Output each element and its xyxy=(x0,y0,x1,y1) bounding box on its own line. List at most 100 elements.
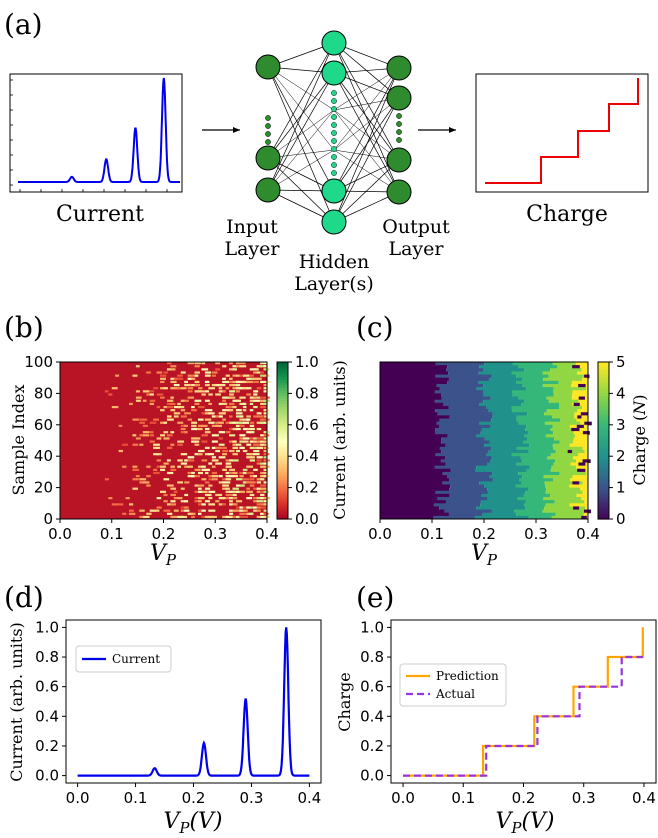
heatmap-c-cell xyxy=(571,380,588,385)
heatmap-b-cell xyxy=(180,500,185,503)
heatmap-b-cell xyxy=(139,434,145,437)
heatmap-b-cell xyxy=(194,437,201,440)
heatmap-b-cell xyxy=(256,421,264,424)
heatmap-b-cell xyxy=(215,421,221,424)
heatmap-b-cell xyxy=(184,506,189,509)
heatmap-b-cell xyxy=(149,402,155,406)
heatmap-b-cell xyxy=(215,393,221,396)
heatmap-c-cell xyxy=(380,440,442,445)
heatmap-c-cell xyxy=(489,475,523,479)
heatmap-c-cell xyxy=(476,387,527,391)
heatmap-b-cell xyxy=(253,500,258,503)
heatmap-b-cell xyxy=(249,427,255,431)
heatmap-c-cell xyxy=(441,396,491,401)
heatmap-b-cell xyxy=(142,399,147,402)
heatmap-b-cell xyxy=(246,443,252,446)
heatmap-c-cell xyxy=(580,487,588,492)
colorbar-c-segment xyxy=(598,430,609,434)
heatmap-b-cell xyxy=(249,456,255,459)
colorbar-c-segment xyxy=(598,385,609,389)
heatmap-b-cell xyxy=(232,387,239,390)
heatmap-b-cell xyxy=(263,456,268,459)
heatmap-c-cell xyxy=(528,515,552,520)
heatmap-b-cell xyxy=(208,453,215,456)
heatmap-b-cell xyxy=(249,409,254,412)
plot-d-ytick-label: 0.4 xyxy=(35,707,59,725)
heatmap-c-cell xyxy=(434,390,484,394)
heatmap-c-cell xyxy=(433,503,481,507)
heatmap-c-cell xyxy=(439,506,477,511)
heatmap-c-cell xyxy=(576,493,588,498)
heatmap-b-cell xyxy=(222,481,227,484)
heatmap-b-cell xyxy=(204,493,212,497)
heatmap-c-cell xyxy=(546,409,578,413)
charge-caption: Charge xyxy=(526,202,608,227)
heatmap-b-cell xyxy=(239,515,244,519)
heatmap-b-cell xyxy=(249,446,255,449)
heatmap-b-cell xyxy=(235,506,242,509)
heatmap-c-cell xyxy=(525,506,545,511)
plot-e-xtick-label: 0.4 xyxy=(632,789,656,807)
output-node xyxy=(386,179,412,205)
heatmap-b-cell xyxy=(198,512,202,515)
heatmap-b-cell xyxy=(118,424,123,427)
colorbar-b-segment xyxy=(277,388,288,392)
heatmap-c-cell xyxy=(575,362,588,366)
heatmap-c-cell xyxy=(572,440,588,445)
heatmap-c-cell xyxy=(449,493,482,498)
heatmap-b-cell xyxy=(229,390,236,393)
heatmap-b-cell xyxy=(263,462,270,465)
heatmap-b-cell xyxy=(246,377,252,380)
heatmap-b-cell xyxy=(229,402,235,406)
heatmap-c-cell xyxy=(492,415,517,420)
heatmap-c-cell xyxy=(583,509,592,514)
heatmap-c-cell xyxy=(524,399,549,404)
heatmap-c-cell xyxy=(524,434,546,438)
heatmap-b-cell xyxy=(118,503,124,506)
heatmap-c-cell xyxy=(559,440,573,445)
heatmap-c-cell xyxy=(526,468,551,473)
heatmap-b-cell xyxy=(256,446,264,449)
heatmap-b-cell xyxy=(232,383,239,387)
heatmap-b-cell xyxy=(204,390,210,393)
heatmap-b-cell xyxy=(229,405,234,409)
heatmap-c-cell xyxy=(380,475,448,479)
heatmap-b-cell xyxy=(225,459,231,462)
heatmap-b-cell xyxy=(132,374,138,377)
colorbar-c-segment xyxy=(598,482,609,486)
heatmap-c-cell xyxy=(492,478,520,482)
heatmap-c-cell xyxy=(483,393,513,398)
heatmap-b-cell xyxy=(232,440,237,443)
current-caption: Current xyxy=(56,202,144,227)
heatmap-c-cell xyxy=(514,509,543,514)
heatmap-b-cell xyxy=(204,412,210,415)
colorbar-c-ytick-label: 5 xyxy=(616,353,626,371)
heatmap-b-cell xyxy=(177,387,183,390)
heatmap-b-cell xyxy=(208,475,215,478)
colorbar-c-segment xyxy=(598,362,609,366)
network-edge xyxy=(267,109,335,191)
colorbar-b-segment xyxy=(277,464,288,468)
heatmap-b-cell xyxy=(260,490,266,493)
heatmap-b-cell xyxy=(170,503,176,506)
heatmap-b-cell xyxy=(122,443,128,446)
colorbar-b-segment xyxy=(277,513,288,517)
legend-current-label: Current xyxy=(112,652,160,666)
heatmap-c-cell xyxy=(582,446,588,451)
heatmap-c-cell xyxy=(484,484,516,489)
colorbar-b-segment xyxy=(277,495,288,499)
colorbar-b-segment xyxy=(277,409,288,413)
heatmap-c xyxy=(380,362,592,520)
heatmap-b-cell xyxy=(208,484,213,487)
heatmap-b-cell xyxy=(129,512,136,515)
heatmap-b-cell xyxy=(218,421,224,424)
colorbar-c-segment xyxy=(598,380,609,384)
colorbar-b-segment xyxy=(277,466,288,470)
heatmap-c-cell xyxy=(522,377,544,382)
colorbar-b-segment xyxy=(277,380,288,384)
heatmap-c-cell xyxy=(511,371,543,376)
input-ellipsis-dot xyxy=(265,123,271,129)
heatmap-b-cell xyxy=(153,468,158,471)
heatmap-b-cell xyxy=(139,443,144,446)
heatmap-b-cell xyxy=(156,437,162,440)
